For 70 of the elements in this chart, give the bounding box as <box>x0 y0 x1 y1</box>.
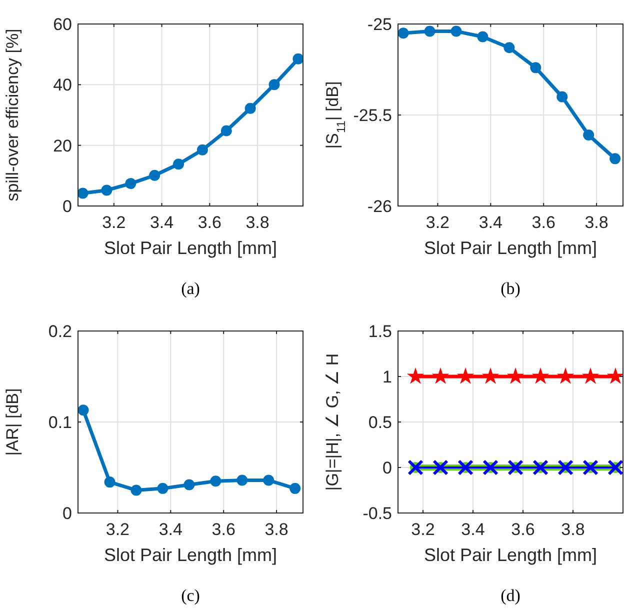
y-tick-label: 20 <box>53 136 72 156</box>
y-axis-title: |G|=|H|, ∠ G, ∠ H <box>323 353 342 491</box>
point <box>78 404 89 416</box>
x-tick-label: 3.4 <box>461 520 485 539</box>
point <box>220 125 232 136</box>
point <box>196 144 208 156</box>
y-tick-label: 1.5 <box>368 322 392 341</box>
point <box>424 26 436 37</box>
point <box>173 158 184 170</box>
point <box>610 153 621 164</box>
y-tick-label: 0 <box>382 458 392 478</box>
point <box>125 178 136 190</box>
point <box>78 188 88 199</box>
y-tick-label: 0.5 <box>368 412 392 432</box>
y-tick-label: -25.5 <box>353 106 392 125</box>
point <box>157 482 168 494</box>
y-tick-label: 0 <box>62 504 72 523</box>
point <box>263 474 274 486</box>
x-tick-label: 3.8 <box>264 520 288 539</box>
x-tick-label: 3.6 <box>198 213 222 232</box>
y-tick-label: 0 <box>62 196 72 216</box>
point <box>292 53 303 64</box>
point <box>583 130 594 141</box>
x-tick-label: 3.4 <box>150 213 174 232</box>
point <box>398 28 409 39</box>
point <box>149 170 160 181</box>
y-tick-label: 40 <box>53 76 72 95</box>
x-tick-label: 3.6 <box>511 520 535 539</box>
y-tick-label: 60 <box>53 14 72 34</box>
text: (d) <box>500 586 520 605</box>
point <box>556 91 568 102</box>
point <box>101 184 112 196</box>
point <box>210 476 222 487</box>
point <box>184 479 195 490</box>
point <box>504 42 515 54</box>
point <box>290 482 301 494</box>
y-tick-label: 0.2 <box>48 322 72 341</box>
text: (a) <box>181 279 200 298</box>
point <box>104 476 116 488</box>
x-tick-label: 3.2 <box>106 520 130 539</box>
y-axis-title: spill-over efficiency [%] <box>3 28 22 202</box>
point <box>236 474 248 486</box>
x-tick-label: 3.4 <box>158 520 182 539</box>
x-tick-label: 3.6 <box>532 213 556 232</box>
x-tick-label: 3.2 <box>411 520 435 539</box>
x-axis-title: Slot Pair Length [mm] <box>424 545 598 565</box>
x-tick-label: 3.8 <box>246 213 270 232</box>
x-tick-label: 3.8 <box>561 520 585 539</box>
y-tick-label: -25 <box>367 14 392 34</box>
x-axis-title: Slot Pair Length [mm] <box>424 238 598 258</box>
point <box>268 79 280 90</box>
x-tick-label: 3.2 <box>102 213 126 232</box>
x-axis-title: Slot Pair Length [mm] <box>104 238 278 258</box>
x-tick-label: 3.4 <box>478 213 502 232</box>
point <box>130 484 142 496</box>
y-tick-label: -26 <box>367 196 392 216</box>
y-axis-title: |AR| [dB] <box>3 388 22 456</box>
point <box>244 102 256 114</box>
y-tick-label: 0.1 <box>48 412 72 432</box>
x-axis-title: Slot Pair Length [mm] <box>104 545 278 565</box>
point <box>530 62 542 74</box>
x-tick-label: 3.8 <box>584 213 608 232</box>
point <box>450 26 462 37</box>
text: (c) <box>181 586 200 605</box>
point <box>477 31 488 42</box>
x-tick-label: 3.2 <box>426 213 450 232</box>
y-tick-label: -0.5 <box>362 504 392 523</box>
x-tick-label: 3.6 <box>212 520 236 539</box>
text: (b) <box>500 279 520 298</box>
y-tick-label: 1 <box>382 367 392 386</box>
